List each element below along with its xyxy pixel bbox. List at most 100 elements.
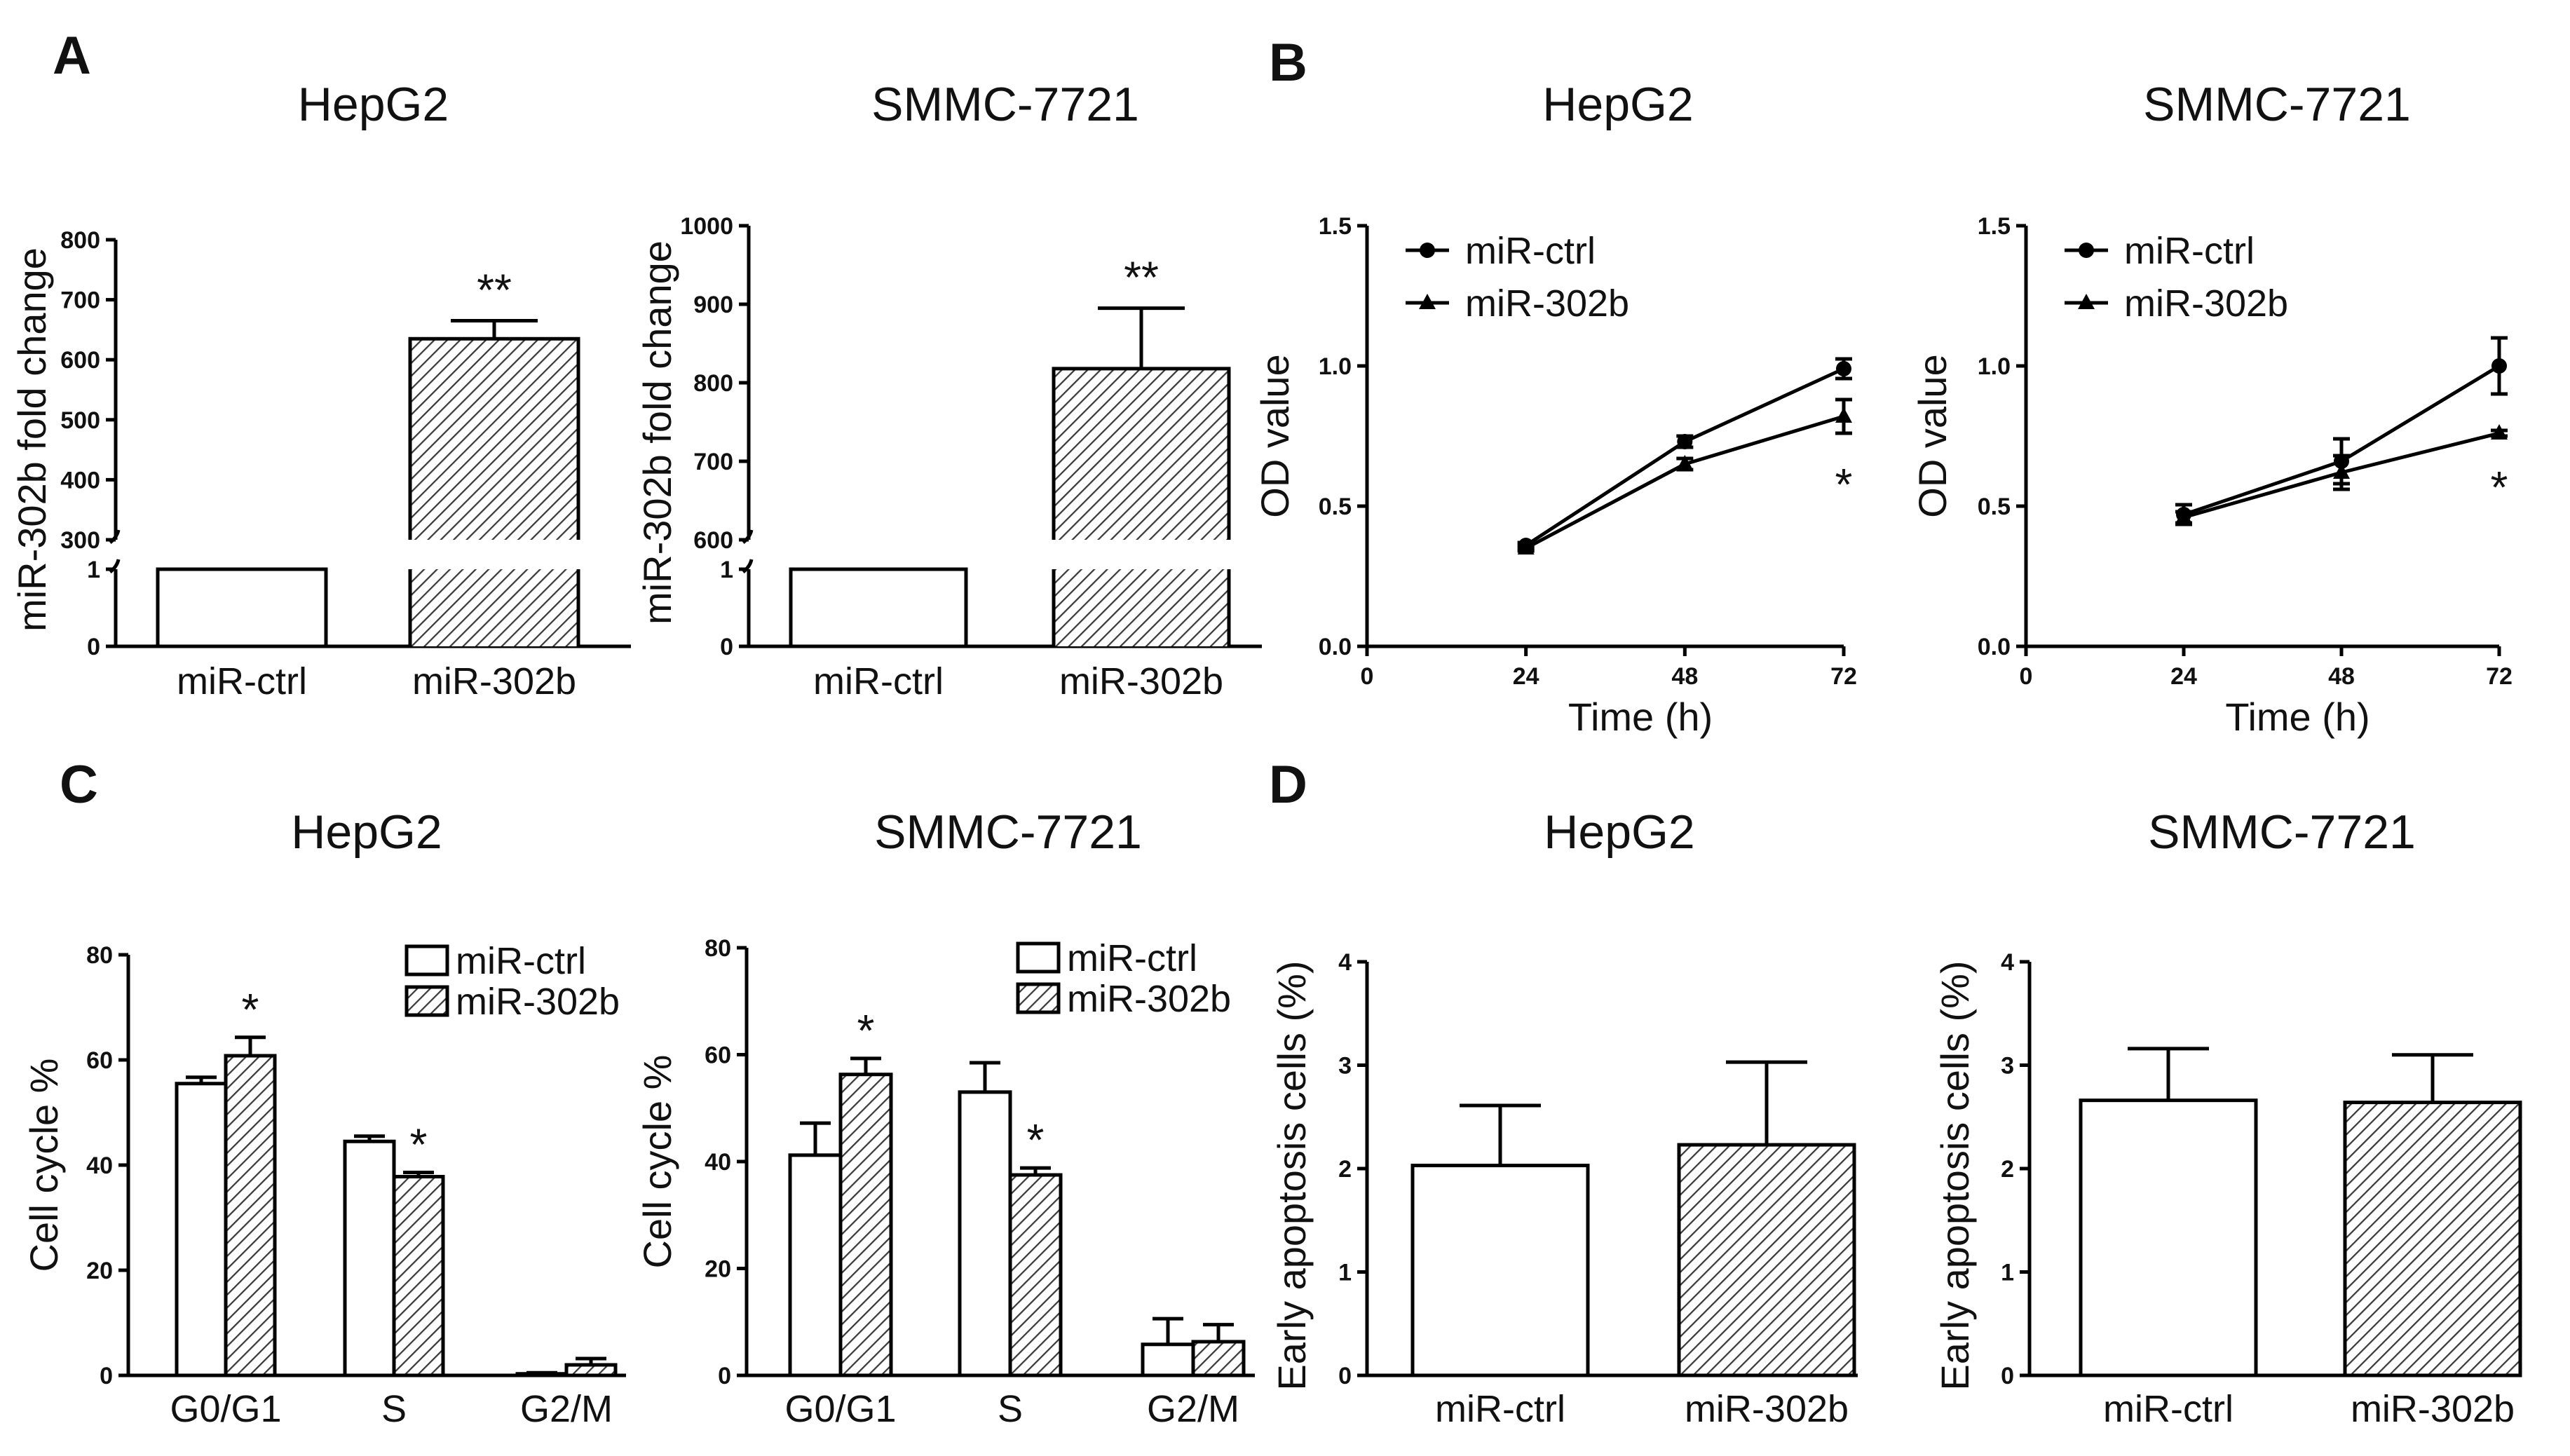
a0-ytick-label-up-0: 300	[60, 527, 100, 554]
c1-ytick-label-4: 80	[705, 935, 731, 962]
b1-xtick-label-0: 0	[2020, 663, 2033, 690]
b1-legend-marker-0	[2079, 243, 2094, 258]
b0-legend-marker-0	[1420, 243, 1435, 258]
a0-ytick-label-up-4: 700	[60, 287, 100, 314]
a0-ytick-label-low-0: 0	[87, 634, 100, 660]
d0-xcat-1: miR-302b	[1685, 1388, 1849, 1430]
panel-label-c: C	[60, 755, 98, 815]
b0-legend-label-1: miR-302b	[1465, 283, 1629, 325]
b0-series-1-point-2	[1835, 407, 1852, 423]
c1-sig-1: *	[1027, 1115, 1045, 1165]
c0-ytick-label-2: 40	[86, 1152, 113, 1179]
c1-xcat-0: G0/G1	[784, 1388, 896, 1430]
b1-series-1-point-1	[2333, 463, 2350, 479]
a1-axis-break	[742, 559, 754, 573]
c0-legend-label-1: miR-302b	[456, 981, 620, 1023]
a0-sig-1: **	[477, 265, 512, 315]
a1-title: SMMC-7721	[871, 78, 1139, 131]
d0-bar-0	[1410, 1164, 1590, 1377]
c0-ytick-label-0: 0	[100, 1363, 113, 1389]
c0-bar-0-1	[224, 1054, 277, 1377]
d0-ytick-label-3: 3	[1338, 1053, 1352, 1080]
c1-ytick-label-1: 20	[705, 1256, 731, 1283]
c1-bar-2-1	[1191, 1340, 1246, 1377]
d1-ytick-label-0: 0	[2001, 1363, 2014, 1389]
b0-title: HepG2	[1542, 78, 1693, 131]
b1-ytick-label-3: 1.5	[1978, 213, 2011, 240]
b1-ytick-label-1: 0.5	[1978, 494, 2011, 520]
b0-series-0-point-1	[1677, 434, 1693, 449]
a1-ytick-label-up-3: 900	[693, 292, 733, 318]
c0-sig-0: *	[242, 984, 259, 1035]
a1-ytick-label-up-2: 800	[693, 370, 733, 397]
b0-ytick-label-3: 1.5	[1319, 213, 1352, 240]
c1-xcat-2: G2/M	[1147, 1388, 1239, 1430]
c0-ytick-label-1: 20	[86, 1258, 113, 1284]
b0-xtick-label-3: 72	[1830, 663, 1857, 690]
b1-xtick-label-3: 72	[2486, 663, 2513, 690]
panel-label-d: D	[1269, 755, 1307, 815]
b0-series-1-point-0	[1517, 539, 1535, 554]
a1-ytick-label-up-4: 1000	[680, 213, 733, 240]
b1-legend-label-1: miR-302b	[2124, 283, 2288, 325]
a0-ylabel: miR-302b fold change	[10, 247, 54, 632]
c1-bar-0-1	[838, 1073, 893, 1377]
c1-legend-swatch-1	[1016, 982, 1061, 1014]
b1-series-1-point-2	[2491, 424, 2508, 440]
a1-bar-0	[789, 567, 968, 648]
a0-ytick-label-up-1: 400	[60, 467, 100, 494]
a1-ylabel: miR-302b fold change	[635, 240, 679, 625]
c1-bar-1-1	[1008, 1173, 1063, 1377]
b1-sig: *	[2491, 462, 2508, 512]
b0-sig: *	[1835, 459, 1853, 510]
a0-xcat-1: miR-302b	[412, 660, 576, 702]
a0-bar-1-lower	[410, 569, 578, 646]
c1-xcat-1: S	[998, 1388, 1023, 1430]
b0-ylabel: OD value	[1253, 354, 1297, 517]
a0-ytick-label-low-1: 1	[87, 557, 100, 583]
panel-label-a: A	[53, 26, 91, 86]
a1-bar-1-upper	[1054, 368, 1229, 540]
d0-ytick-label-0: 0	[1338, 1363, 1352, 1389]
d1-bar-0	[2079, 1098, 2258, 1377]
b1-ytick-label-2: 1.0	[1978, 353, 2011, 380]
c1-sig-0: *	[857, 1005, 875, 1056]
d0-title: HepG2	[1544, 805, 1694, 859]
b1-xlabel: Time (h)	[2225, 695, 2370, 739]
c1-ytick-label-0: 0	[718, 1363, 731, 1389]
c0-bar-1-1	[392, 1175, 445, 1377]
b1-ylabel: OD value	[1910, 354, 1954, 517]
b0-xlabel: Time (h)	[1568, 695, 1713, 739]
c1-legend-label-1: miR-302b	[1067, 978, 1231, 1020]
b0-ytick-label-0: 0.0	[1319, 634, 1352, 660]
b1-xtick-label-1: 24	[2170, 663, 2197, 690]
a0-ytick-label-up-2: 500	[60, 407, 100, 434]
b1-xtick-label-2: 48	[2328, 663, 2355, 690]
c0-legend-label-0: miR-ctrl	[456, 940, 586, 982]
b0-series-1-point-1	[1676, 455, 1694, 470]
c0-xcat-0: G0/G1	[170, 1388, 281, 1430]
c1-ytick-label-2: 40	[705, 1149, 731, 1176]
b0-legend-marker-1	[1419, 294, 1436, 309]
c0-ytick-label-4: 80	[86, 942, 113, 969]
a1-xcat-0: miR-ctrl	[813, 660, 944, 702]
d1-ytick-label-4: 4	[2001, 949, 2014, 976]
c1-bar-2-0	[1141, 1342, 1195, 1377]
d1-ylabel: Early apoptosis cells (%)	[1933, 960, 1977, 1390]
d1-ytick-label-2: 2	[2001, 1156, 2014, 1183]
d0-ytick-label-2: 2	[1338, 1156, 1352, 1183]
c0-bar-1-0	[343, 1139, 396, 1377]
d1-ytick-label-3: 3	[2001, 1053, 2014, 1080]
a0-axis-break	[109, 559, 121, 573]
c0-xcat-2: G2/M	[520, 1388, 613, 1430]
c1-bar-0-0	[788, 1153, 843, 1377]
a0-bar-0	[156, 567, 328, 648]
a0-ytick-label-up-5: 800	[60, 227, 100, 254]
a1-ytick-label-up-0: 600	[693, 527, 733, 554]
d1-xcat-0: miR-ctrl	[2103, 1388, 2234, 1430]
c0-ylabel: Cell cycle %	[22, 1059, 66, 1272]
a1-ytick-label-up-1: 700	[693, 449, 733, 475]
panel-label-b: B	[1269, 33, 1307, 93]
c1-legend-swatch-0	[1016, 941, 1061, 974]
